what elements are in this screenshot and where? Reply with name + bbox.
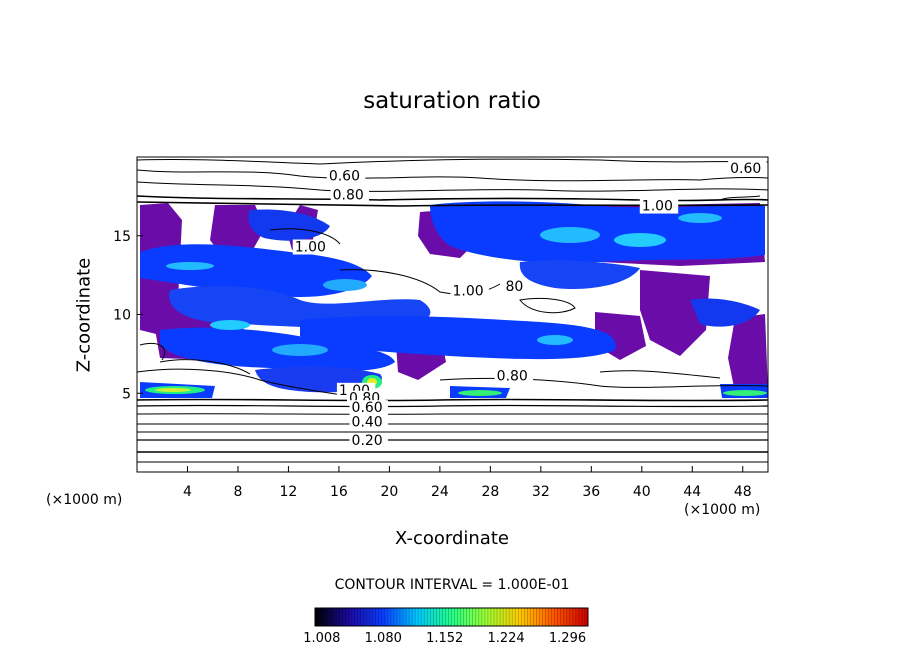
contour-label: 80 [506,279,524,295]
contour-label-bg [292,239,332,255]
contour-label-bg [349,433,388,449]
contour-label: 0.60 [329,169,360,185]
contour-label-bg [349,414,388,430]
contour-label-bg [494,368,534,384]
contour-label-bg [349,400,388,416]
contour-label-bg [330,187,370,203]
x-tick-label: 28 [481,484,499,500]
contour-label: 1.00 [295,240,326,256]
x-tick-label: 16 [330,484,348,500]
contour-label: 0.60 [730,161,761,177]
contour-label: 1.00 [453,284,484,300]
y-axis-label: Z-coordinate [73,257,95,373]
y-ticks: 5 10 15 [113,229,143,402]
colorbar-tick-label: 1.080 [365,631,402,646]
plot-area [137,158,768,463]
contour-label-bg [450,283,489,299]
contour-label-bg [326,168,366,184]
colorbar-tick-label: 1.152 [426,631,463,646]
chart-title: saturation ratio [363,88,541,114]
contour-label: 0.40 [352,414,383,430]
x-tick-label: 44 [683,484,701,500]
y-tick-label: 15 [113,229,131,245]
x-unit-label: (×1000 m) [684,502,761,518]
x-tick-label: 36 [582,484,600,500]
x-axis-label: X-coordinate [395,528,509,549]
colorbar-tick-label: 1.008 [303,631,340,646]
x-tick-label: 20 [380,484,398,500]
x-tick-label: 48 [734,484,752,500]
x-tick-label: 24 [431,484,449,500]
contour-label-bg [639,198,679,214]
contour-label: 0.80 [333,188,364,204]
contour-label-bg [503,278,525,294]
z-unit-label: (×1000 m) [46,492,123,508]
x-tick-label: 12 [280,484,298,500]
contour-label: 0.60 [352,400,383,416]
x-tick-label: 40 [633,484,651,500]
contour-label: 0.20 [352,433,383,449]
x-ticks: 4 8 12 16 20 24 28 32 36 40 44 48 [183,466,752,500]
contour-label: 0.80 [497,369,528,385]
y-tick-label: 5 [122,386,131,402]
contour-interval-text: CONTOUR INTERVAL = 1.000E-01 [334,577,570,593]
colorbar: 1.008 1.080 1.152 1.224 1.296 [303,607,589,646]
contour-label: 1.00 [642,199,673,215]
colorbar-tick-label: 1.296 [549,631,586,646]
x-tick-label: 8 [233,484,242,500]
y-tick-label: 10 [113,308,131,324]
contour-labels: 0.600.600.801.001.001.00800.801.000.800.… [292,160,767,449]
high-saturation-spots [145,213,767,396]
x-tick-label: 32 [532,484,550,500]
colorbar-gradient [314,607,589,627]
contour-lines [137,158,768,463]
contour-label-bg [728,160,767,176]
x-tick-label: 4 [183,484,192,500]
colorbar-tick-label: 1.224 [487,631,524,646]
